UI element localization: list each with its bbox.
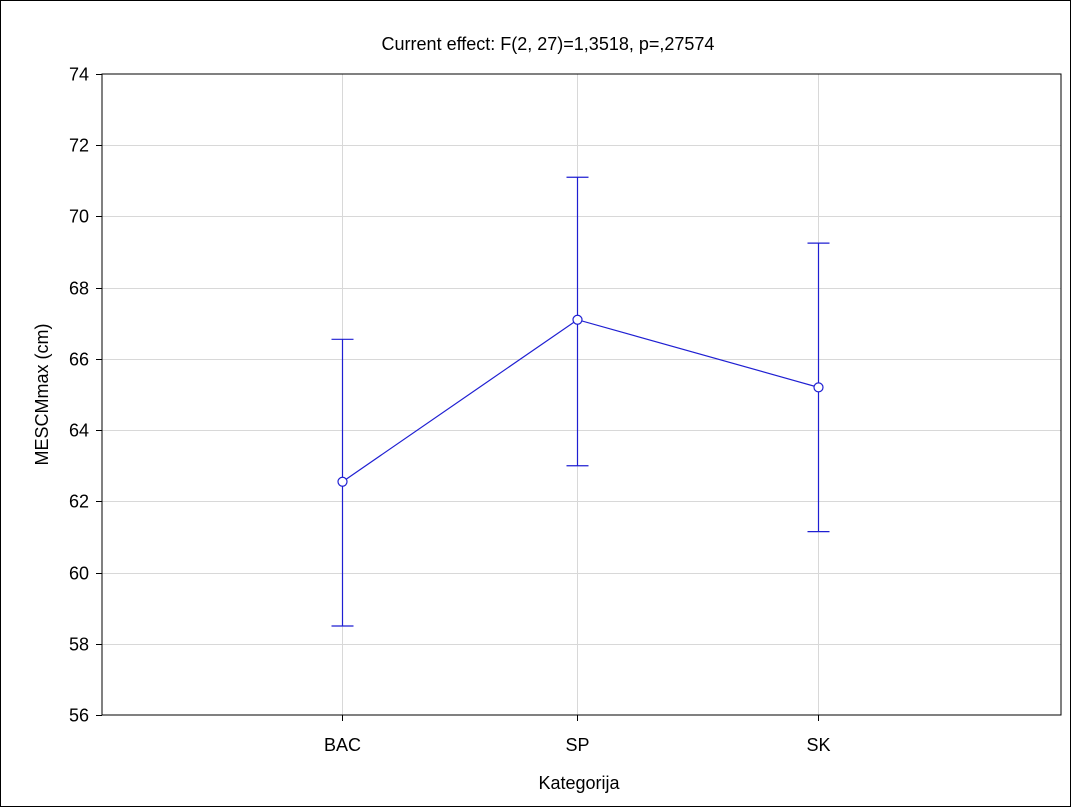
chart-title: Current effect: F(2, 27)=1,3518, p=,2757… [382, 34, 715, 54]
x-tick-label-sp: SP [565, 735, 589, 755]
y-axis-ticks: 56 58 60 62 64 66 68 70 72 74 [69, 65, 102, 726]
axes-layer [101, 73, 1062, 716]
x-axis-ticks: BAC SP SK [324, 715, 831, 755]
x-axis-title: Kategorija [538, 773, 620, 793]
grid-layer [102, 74, 1061, 715]
y-tick-label: 60 [69, 564, 89, 584]
mean-point-sk [813, 382, 824, 393]
y-tick-label: 56 [69, 706, 89, 726]
x-tick-label-bac: BAC [324, 735, 361, 755]
y-tick-label: 64 [69, 421, 89, 441]
x-tick-label-sk: SK [806, 735, 830, 755]
y-axis-title: MESCMmax (cm) [32, 324, 52, 466]
y-tick-label: 72 [69, 136, 89, 156]
y-tick-label: 68 [69, 279, 89, 299]
y-tick-label: 74 [69, 65, 89, 85]
mean-point-bac [337, 476, 348, 487]
mean-point-sp [572, 314, 583, 325]
mean-line [342, 319, 819, 483]
series-layer [331, 176, 830, 627]
y-tick-label: 66 [69, 350, 89, 370]
plot-area-border [101, 73, 1062, 716]
y-tick-label: 58 [69, 635, 89, 655]
y-tick-label: 70 [69, 207, 89, 227]
y-tick-label: 62 [69, 492, 89, 512]
